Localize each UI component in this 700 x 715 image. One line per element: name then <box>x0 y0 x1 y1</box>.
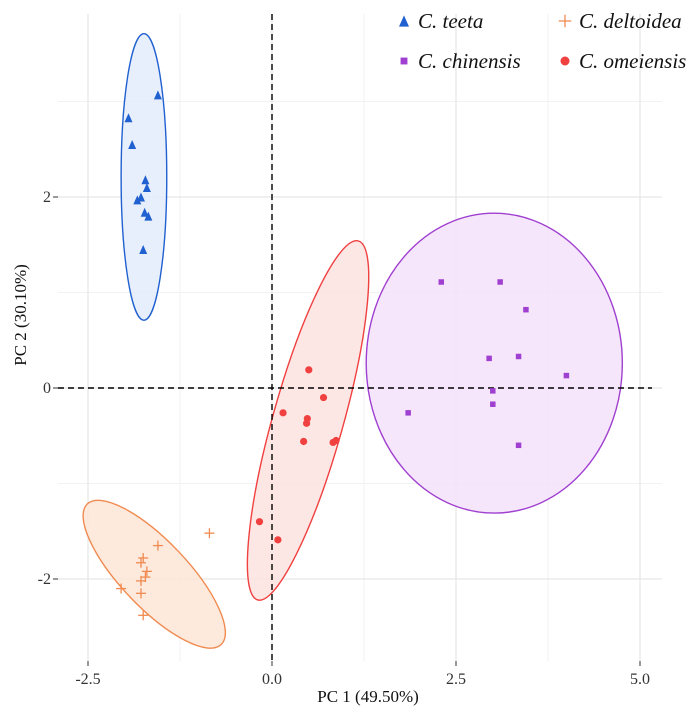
data-point-series-1 <box>141 175 150 185</box>
data-point-series-2 <box>152 540 163 551</box>
data-point-series-4 <box>255 518 264 526</box>
data-point-series-2 <box>116 583 127 594</box>
data-point-series-1 <box>133 195 142 205</box>
data-point-series-3 <box>490 401 496 407</box>
x-tick-label: 2.5 <box>446 671 466 688</box>
axis-ticks: -2.5 0.0 2.5 5.0 -2 0 2 <box>38 189 650 688</box>
x-tick-label: 5.0 <box>630 671 650 688</box>
data-point-series-4 <box>279 409 287 417</box>
data-point-series-4 <box>319 393 328 402</box>
data-point-series-2 <box>135 557 146 568</box>
data-point-series-3 <box>438 279 445 285</box>
y-axis-title: PC 2 (30.10%) <box>11 264 30 366</box>
data-point-series-3 <box>405 410 411 416</box>
legend-label-series-3: C. chinensis <box>418 49 521 73</box>
legend-label-series-1: C. teeta <box>418 9 483 33</box>
data-point-series-4 <box>329 438 337 447</box>
x-tick-label: -2.5 <box>75 671 100 688</box>
legend-marker-series-4 <box>560 56 570 66</box>
reference-lines <box>58 14 652 661</box>
data-point-series-1 <box>128 139 137 149</box>
data-point-series-4 <box>300 437 308 446</box>
data-point-series-3 <box>563 372 570 379</box>
y-tick-label: 2 <box>43 189 51 206</box>
data-point-series-2 <box>135 588 146 599</box>
legend-marker-series-1 <box>399 15 409 27</box>
x-axis-title: PC 1 (49.50%) <box>317 687 419 706</box>
data-point-series-2 <box>138 552 149 563</box>
y-tick-label: -2 <box>38 571 51 588</box>
data-point-series-3 <box>515 353 522 360</box>
data-point-series-3 <box>497 279 503 285</box>
data-point-series-2 <box>204 528 215 539</box>
data-point-series-1 <box>124 113 133 123</box>
data-point-series-4 <box>274 536 282 544</box>
ellipse-series-1 <box>120 32 168 321</box>
legend-marker-series-2 <box>558 14 572 28</box>
data-point-series-3 <box>490 388 496 394</box>
data-point-series-1 <box>144 211 153 221</box>
legend-label-series-2: C. deltoidea <box>579 9 682 33</box>
data-point-series-1 <box>153 90 162 100</box>
data-points <box>116 90 570 621</box>
legend-label-series-4: C. omeiensis <box>579 49 686 73</box>
ellipse-series-3 <box>365 212 624 514</box>
data-point-series-1 <box>142 182 151 192</box>
data-point-series-3 <box>523 306 529 313</box>
data-point-series-2 <box>135 575 146 586</box>
data-point-series-2 <box>138 610 149 621</box>
x-tick-label: 0.0 <box>262 671 282 688</box>
ellipse-series-2 <box>82 499 227 649</box>
legend: C. teeta C. deltoidea C. chinensis C. omeie… <box>399 9 686 73</box>
data-point-series-3 <box>486 355 492 362</box>
data-point-series-4 <box>305 366 313 374</box>
data-point-series-3 <box>515 442 522 449</box>
data-point-series-1 <box>139 245 148 255</box>
data-point-series-4 <box>302 419 311 427</box>
data-point-series-2 <box>141 566 152 577</box>
y-tick-label: 0 <box>43 380 51 397</box>
legend-marker-series-3 <box>400 57 408 65</box>
data-point-series-1 <box>140 207 149 217</box>
